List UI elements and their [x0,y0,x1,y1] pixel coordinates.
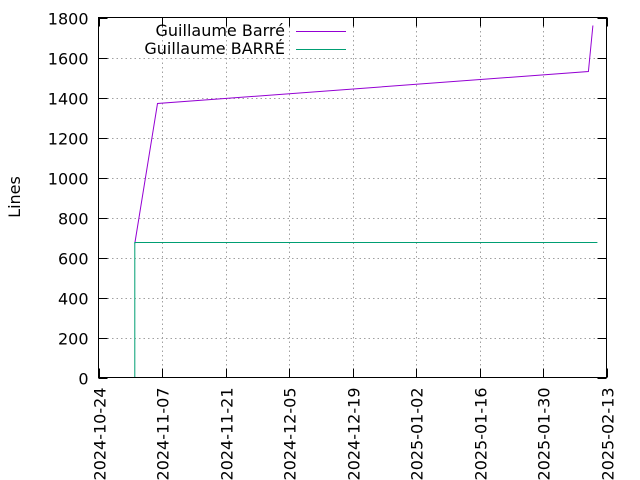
x-tick-label: 2024-12-05 [281,388,300,480]
y-tick-label: 800 [58,210,89,229]
legend-label: Guillaume BARRÉ [144,39,285,58]
x-tick-label: 2025-01-02 [408,388,427,480]
x-axis: 2024-10-24 2024-11-07 2024-11-21 2024-12-05… [91,17,618,480]
plot-frame [98,17,607,378]
y-tick-label: 1400 [48,90,89,109]
y-tick-label: 200 [58,330,89,349]
x-tick-label: 2024-12-19 [345,388,364,480]
x-tick-label: 2025-02-13 [599,388,618,480]
x-tick-label: 2025-01-30 [535,388,554,480]
y-tick-label: 1000 [48,170,89,189]
y-tick-label: 1600 [48,50,89,69]
grid-lines [98,17,607,378]
y-tick-label: 600 [58,250,89,269]
x-tick-label: 2024-11-21 [218,388,237,480]
legend-label: Guillaume Barré [156,21,285,40]
series-lines [134,25,598,378]
x-tick-label: 2024-10-24 [91,388,110,480]
y-axis-label: Lines [5,176,24,218]
y-tick-label: 1800 [48,10,89,29]
x-tick-label: 2024-11-07 [154,388,173,480]
series-line [134,242,598,378]
y-tick-label: 0 [78,370,88,389]
y-tick-label: 1200 [48,130,89,149]
x-tick-label: 2025-01-16 [472,388,491,480]
series-line [134,25,594,244]
y-axis: 0 200 400 600 800 1000 1200 1400 1600 1800 [48,10,607,389]
y-tick-label: 400 [58,290,89,309]
